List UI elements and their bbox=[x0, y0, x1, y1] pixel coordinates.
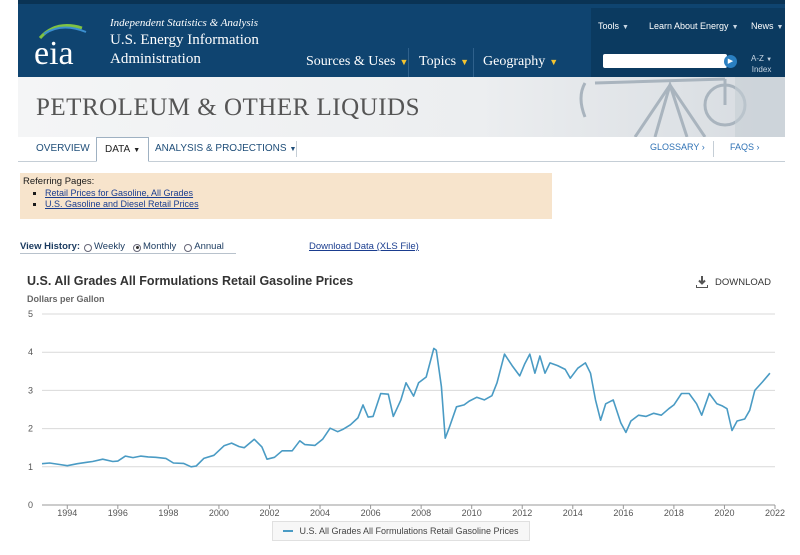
x-tick-label: 1996 bbox=[108, 508, 128, 518]
chart-title: U.S. All Grades All Formulations Retail … bbox=[27, 274, 354, 288]
x-tick-label: 2004 bbox=[310, 508, 330, 518]
chevron-down-icon: ▼ bbox=[766, 57, 773, 63]
referring-list: Retail Prices for Gasoline, All Grades U… bbox=[23, 188, 549, 209]
tab-data[interactable]: DATA ▼ bbox=[96, 137, 150, 162]
x-tick-label: 2022 bbox=[765, 508, 785, 518]
chevron-down-icon: ▼ bbox=[731, 24, 739, 31]
chevron-down-icon: ▼ bbox=[460, 57, 470, 67]
radio-button[interactable] bbox=[84, 243, 93, 252]
page-title: PETROLEUM & OTHER LIQUIDS bbox=[36, 94, 421, 121]
x-tick-label: 2002 bbox=[259, 508, 279, 518]
view-history-selector: View History: Weekly Monthly Annual bbox=[20, 240, 236, 254]
svg-text:eia: eia bbox=[34, 35, 74, 70]
view-history-label: View History: bbox=[20, 241, 81, 252]
download-icon bbox=[696, 276, 708, 288]
search-go-button[interactable]: ▶ bbox=[724, 55, 737, 68]
nav-label: Sources & Uses bbox=[306, 54, 396, 69]
util-label: Tools bbox=[598, 21, 620, 31]
search-input[interactable] bbox=[603, 54, 727, 68]
util-news[interactable]: News ▼ bbox=[751, 21, 783, 31]
x-tick-label: 2008 bbox=[411, 508, 431, 518]
download-label: DOWNLOAD bbox=[715, 276, 771, 288]
y-tick-label: 3 bbox=[28, 385, 33, 395]
pumpjack-illustration bbox=[579, 77, 785, 137]
list-item: U.S. Gasoline and Diesel Retail Prices bbox=[45, 199, 549, 209]
x-tick-label: 2010 bbox=[462, 508, 482, 518]
y-axis-label: Dollars per Gallon bbox=[27, 294, 105, 304]
option-annual[interactable]: Annual bbox=[184, 241, 224, 252]
chart-legend[interactable]: U.S. All Grades All Formulations Retail … bbox=[272, 521, 530, 541]
util-label: News bbox=[751, 21, 774, 31]
chevron-down-icon: ▼ bbox=[549, 57, 559, 67]
option-label: Annual bbox=[194, 241, 224, 252]
y-tick-label: 0 bbox=[28, 500, 33, 510]
tab-label: DATA bbox=[105, 144, 131, 155]
option-label: Weekly bbox=[94, 241, 125, 252]
tab-divider bbox=[296, 141, 297, 157]
site-header: eia Independent Statistics & Analysis U.… bbox=[18, 0, 785, 81]
option-weekly[interactable]: Weekly bbox=[84, 241, 125, 252]
agency-name-block: Independent Statistics & Analysis U.S. E… bbox=[110, 17, 259, 67]
section-tabs: OVERVIEW DATA ▼ ANALYSIS & PROJECTIONS ▼ G… bbox=[18, 137, 785, 162]
line-chart: 0 1 2 3 4 5 1994 1996 1998 2000 2002 2004 2006 2008 20… bbox=[28, 309, 785, 518]
y-tick-label: 2 bbox=[28, 424, 33, 434]
chevron-down-icon: ▼ bbox=[776, 24, 784, 31]
tab-overview[interactable]: OVERVIEW bbox=[36, 143, 90, 154]
util-learn-about-energy[interactable]: Learn About Energy ▼ bbox=[649, 21, 739, 31]
x-tick-label: 1998 bbox=[158, 508, 178, 518]
referring-pages-box: Referring Pages: Retail Prices for Gasol… bbox=[20, 173, 552, 219]
x-tick-label: 1994 bbox=[57, 508, 77, 518]
util-tools[interactable]: Tools ▼ bbox=[598, 21, 629, 31]
glossary-link[interactable]: GLOSSARY › bbox=[650, 142, 705, 152]
series-line bbox=[41, 347, 771, 468]
legend-label: U.S. All Grades All Formulations Retail … bbox=[299, 526, 519, 536]
x-tick-label: 2012 bbox=[512, 508, 532, 518]
nav-topics[interactable]: Topics ▼ bbox=[419, 54, 469, 70]
list-item: Retail Prices for Gasoline, All Grades bbox=[45, 188, 549, 198]
y-tick-label: 5 bbox=[28, 309, 33, 319]
x-tick-label: 2006 bbox=[361, 508, 381, 518]
chevron-down-icon: ▼ bbox=[289, 146, 297, 153]
y-tick-label: 1 bbox=[28, 462, 33, 472]
option-monthly[interactable]: Monthly bbox=[133, 241, 176, 252]
nav-divider bbox=[408, 48, 409, 78]
chevron-down-icon: ▼ bbox=[133, 147, 141, 154]
tab-divider bbox=[713, 141, 714, 157]
faqs-link[interactable]: FAQS › bbox=[730, 142, 760, 152]
utility-panel: Tools ▼ Learn About Energy ▼ News ▼ ▶ A-Z ▼… bbox=[591, 8, 785, 81]
section-banner: PETROLEUM & OTHER LIQUIDS bbox=[18, 77, 785, 137]
az-label: A-Z bbox=[751, 54, 764, 63]
tagline: Independent Statistics & Analysis bbox=[110, 17, 258, 29]
y-tick-label: 4 bbox=[28, 347, 33, 357]
nav-sources-uses[interactable]: Sources & Uses ▼ bbox=[306, 54, 408, 70]
x-tick-label: 2016 bbox=[613, 508, 633, 518]
chevron-down-icon: ▼ bbox=[399, 57, 409, 67]
util-label: Learn About Energy bbox=[649, 21, 729, 31]
chevron-down-icon: ▼ bbox=[622, 24, 629, 31]
agency-name-line1: U.S. Energy Information bbox=[110, 32, 259, 48]
tab-analysis-projections[interactable]: ANALYSIS & PROJECTIONS ▼ bbox=[147, 137, 304, 160]
nav-label: Geography bbox=[483, 54, 546, 69]
index-label: Index bbox=[751, 65, 772, 74]
radio-button-selected[interactable] bbox=[133, 243, 141, 252]
referring-heading: Referring Pages: bbox=[23, 176, 95, 187]
download-button[interactable]: DOWNLOAD bbox=[696, 276, 771, 288]
download-data-link[interactable]: Download Data (XLS File) bbox=[309, 241, 419, 252]
x-tick-label: 2014 bbox=[563, 508, 583, 518]
option-label: Monthly bbox=[143, 241, 177, 252]
x-tick-label: 2018 bbox=[664, 508, 684, 518]
nav-divider bbox=[473, 48, 474, 78]
referring-link[interactable]: Retail Prices for Gasoline, All Grades bbox=[45, 188, 194, 198]
az-index-link[interactable]: A-Z ▼ Index bbox=[751, 54, 772, 74]
x-tick-label: 2020 bbox=[714, 508, 734, 518]
nav-label: Topics bbox=[419, 54, 457, 69]
legend-swatch bbox=[283, 530, 294, 532]
agency-name-line2: Administration bbox=[110, 51, 201, 67]
radio-button[interactable] bbox=[184, 243, 193, 252]
tab-label: ANALYSIS & PROJECTIONS bbox=[155, 143, 287, 154]
nav-geography[interactable]: Geography ▼ bbox=[483, 54, 558, 70]
referring-link[interactable]: U.S. Gasoline and Diesel Retail Prices bbox=[45, 199, 199, 209]
x-tick-label: 2000 bbox=[209, 508, 229, 518]
eia-logo[interactable]: eia bbox=[32, 18, 104, 70]
